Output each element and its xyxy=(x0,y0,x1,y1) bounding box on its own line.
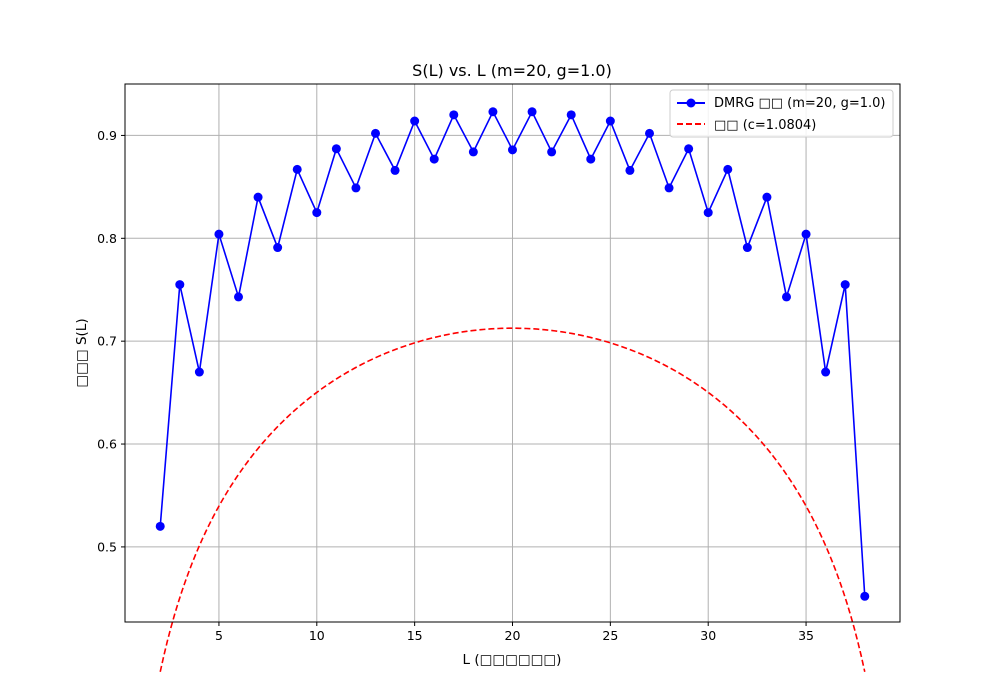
dmrg-data-point xyxy=(410,116,420,126)
dmrg-data-point xyxy=(351,183,361,193)
y-axis-label: □□□ S(L) xyxy=(74,318,90,387)
dmrg-data-point xyxy=(175,280,185,290)
dmrg-data-point xyxy=(801,229,811,239)
dmrg-data-point xyxy=(840,280,850,290)
dmrg-data-point xyxy=(331,144,341,154)
x-tick-label: 30 xyxy=(700,628,716,643)
grid xyxy=(125,84,900,622)
x-tick-label: 35 xyxy=(798,628,814,643)
legend: DMRG □□ (m=20, g=1.0) □□ (c=1.0804) xyxy=(669,89,894,138)
dmrg-data-point xyxy=(821,367,831,377)
dmrg-data-point xyxy=(253,192,263,202)
dmrg-data-point xyxy=(488,107,498,117)
y-tick-label: 0.7 xyxy=(97,334,117,349)
dmrg-data-point xyxy=(742,243,752,253)
dmrg-data-point xyxy=(703,208,713,218)
dmrg-data-point xyxy=(508,145,517,155)
y-tick-label: 0.8 xyxy=(97,231,117,246)
series-layer xyxy=(155,107,870,672)
dmrg-data-point xyxy=(468,147,478,157)
dmrg-data-point xyxy=(449,110,459,120)
dmrg-data-point xyxy=(312,208,322,218)
legend-label-dmrg: DMRG □□ (m=20, g=1.0) xyxy=(714,96,886,111)
dmrg-data-point xyxy=(723,164,733,174)
legend-label-fit: □□ (c=1.0804) xyxy=(714,118,816,133)
legend-box xyxy=(669,89,894,138)
dmrg-data-point xyxy=(214,229,224,239)
fit-curve xyxy=(159,327,866,672)
y-axis: 0.5 0.6 0.7 0.8 0.9 xyxy=(97,128,125,554)
dmrg-data-point xyxy=(429,154,439,164)
dmrg-data-point xyxy=(390,165,400,175)
x-axis: 5 10 15 20 25 30 35 xyxy=(215,622,814,643)
dmrg-data-point xyxy=(762,192,772,202)
x-axis-label: L (□□□□□□) xyxy=(463,652,562,668)
y-tick-label: 0.6 xyxy=(97,437,117,452)
dmrg-data-point xyxy=(664,183,674,193)
dmrg-data-point xyxy=(781,292,791,302)
dmrg-data-point xyxy=(234,292,244,302)
x-tick-label: 20 xyxy=(505,628,521,643)
dmrg-data-point xyxy=(586,154,596,164)
dmrg-data-point xyxy=(194,367,204,377)
dmrg-data-point xyxy=(371,128,381,138)
dmrg-data-point xyxy=(273,243,283,253)
dmrg-data-point xyxy=(625,165,635,175)
dmrg-data-point xyxy=(527,107,537,117)
dmrg-data-point xyxy=(566,110,576,120)
dmrg-data-point xyxy=(155,521,165,531)
dmrg-data-point xyxy=(547,147,557,157)
x-tick-label: 10 xyxy=(309,628,325,643)
x-tick-label: 25 xyxy=(602,628,618,643)
dmrg-data-point xyxy=(644,128,654,138)
y-tick-label: 0.5 xyxy=(97,539,117,554)
x-tick-label: 15 xyxy=(407,628,423,643)
y-tick-label: 0.9 xyxy=(97,128,117,143)
dmrg-data-point xyxy=(605,116,615,126)
dmrg-data-point xyxy=(292,164,302,174)
legend-marker-dmrg xyxy=(686,98,696,108)
chart-title: S(L) vs. L (m=20, g=1.0) xyxy=(412,61,612,80)
x-tick-label: 5 xyxy=(215,628,223,643)
dmrg-data-point xyxy=(860,591,870,601)
dmrg-data-point xyxy=(684,144,694,154)
